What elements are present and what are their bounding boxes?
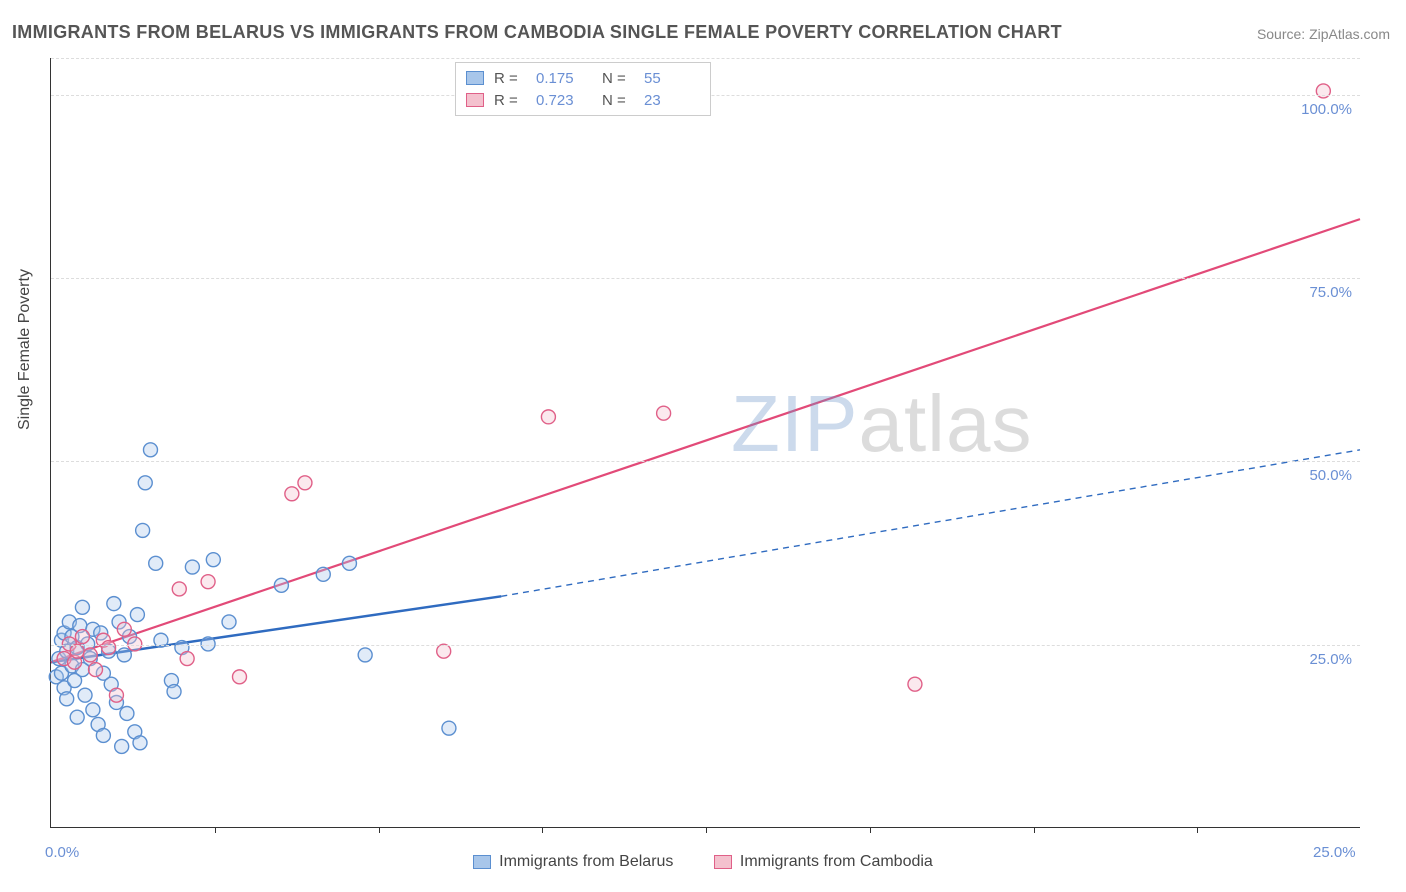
scatter-point [185,560,199,574]
r-value-cambodia: 0.723 [536,92,592,109]
x-tick [1034,827,1035,833]
gridline-h [51,461,1360,462]
r-label: R = [494,92,526,109]
scatter-point [206,553,220,567]
scatter-point [133,736,147,750]
scatter-point [201,575,215,589]
gridline-h [51,645,1360,646]
scatter-point [89,663,103,677]
scatter-point [442,721,456,735]
scatter-point [342,556,356,570]
scatter-point [75,600,89,614]
y-tick-label: 50.0% [1309,467,1352,484]
scatter-point [437,644,451,658]
y-tick-label: 100.0% [1301,101,1352,118]
x-tick [1197,827,1198,833]
scatter-point [541,410,555,424]
chart-svg [51,58,1360,827]
scatter-point [115,739,129,753]
y-axis-label: Single Female Poverty [16,269,34,430]
x-tick [215,827,216,833]
scatter-point [172,582,186,596]
source-label: Source: [1257,26,1309,42]
scatter-point [107,597,121,611]
scatter-point [298,476,312,490]
plot-area: ZIPatlas 25.0%50.0%75.0%100.0%0.0%25.0% [50,58,1360,828]
r-value-belarus: 0.175 [536,70,592,87]
scatter-point [83,648,97,662]
x-tick [542,827,543,833]
swatch-cambodia [466,93,484,107]
scatter-point [1316,84,1330,98]
legend-label-belarus: Immigrants from Belarus [499,853,673,871]
regression-line-dashed [501,450,1360,596]
scatter-point [180,652,194,666]
swatch-belarus [473,855,491,869]
legend-correlation-box: R = 0.175 N = 55 R = 0.723 N = 23 [455,62,711,116]
scatter-point [358,648,372,662]
legend-item-cambodia: Immigrants from Cambodia [714,853,933,871]
scatter-point [143,443,157,457]
scatter-point [222,615,236,629]
n-label: N = [602,92,634,109]
x-tick [706,827,707,833]
scatter-point [109,688,123,702]
n-value-belarus: 55 [644,70,700,87]
n-value-cambodia: 23 [644,92,700,109]
scatter-point [70,644,84,658]
r-label: R = [494,70,526,87]
scatter-point [316,567,330,581]
scatter-point [70,710,84,724]
gridline-h [51,278,1360,279]
source-attribution: Source: ZipAtlas.com [1257,26,1390,42]
scatter-point [274,578,288,592]
legend-series: Immigrants from Belarus Immigrants from … [0,853,1406,874]
legend-label-cambodia: Immigrants from Cambodia [740,853,933,871]
gridline-h [51,58,1360,59]
scatter-point [75,630,89,644]
swatch-cambodia [714,855,732,869]
scatter-point [138,476,152,490]
regression-line [51,219,1360,662]
scatter-point [149,556,163,570]
scatter-point [285,487,299,501]
scatter-point [130,608,144,622]
scatter-point [86,703,100,717]
n-label: N = [602,70,634,87]
scatter-point [96,728,110,742]
scatter-point [167,685,181,699]
scatter-point [60,692,74,706]
scatter-point [117,648,131,662]
scatter-point [102,641,116,655]
y-tick-label: 25.0% [1309,651,1352,668]
scatter-point [117,622,131,636]
scatter-point [78,688,92,702]
x-tick [870,827,871,833]
legend-item-belarus: Immigrants from Belarus [473,853,673,871]
scatter-point [120,706,134,720]
x-tick [379,827,380,833]
scatter-point [136,523,150,537]
swatch-belarus [466,71,484,85]
scatter-point [908,677,922,691]
source-name: ZipAtlas.com [1309,26,1390,42]
legend-row-belarus: R = 0.175 N = 55 [466,67,700,89]
scatter-point [233,670,247,684]
chart-title: IMMIGRANTS FROM BELARUS VS IMMIGRANTS FR… [12,22,1062,43]
legend-row-cambodia: R = 0.723 N = 23 [466,89,700,111]
y-tick-label: 75.0% [1309,284,1352,301]
scatter-point [657,406,671,420]
